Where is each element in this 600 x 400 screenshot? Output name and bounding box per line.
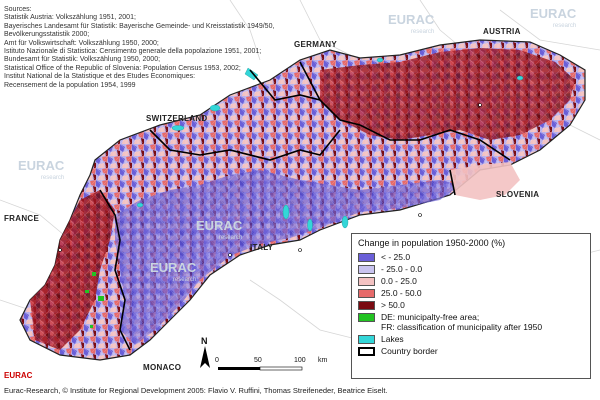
legend-label: Country border — [381, 346, 438, 356]
credit-line: Eurac-Research, © Institute for Regional… — [4, 386, 388, 395]
source-line: Amt für Volkswirtschaft: Volkszählung 19… — [4, 39, 159, 47]
slovenia-area — [450, 162, 520, 200]
legend-swatch — [358, 277, 375, 286]
north-label: N — [201, 336, 208, 346]
legend-swatch — [358, 335, 375, 344]
watermark-sub: research — [40, 175, 65, 181]
legend-swatch — [358, 289, 375, 298]
scale-tick: 100 — [294, 357, 306, 364]
watermark-text: EURAC — [150, 260, 197, 275]
legend: Change in population 1950-2000 (%) < - 2… — [351, 233, 591, 379]
legend-item: > 50.0 — [358, 300, 584, 312]
watermark-sub: research — [218, 235, 243, 241]
decline-zone-italy — [115, 170, 460, 345]
watermark: EURAC research — [150, 260, 197, 286]
watermark-sub: research — [552, 23, 577, 29]
legend-item-special: DE: municipalty-free area; FR: classific… — [358, 312, 584, 334]
legend-swatch — [358, 313, 375, 322]
scale-tick: 0 — [215, 357, 219, 364]
legend-label: Lakes — [381, 334, 404, 344]
legend-swatch — [358, 301, 375, 310]
watermark-sub: research — [410, 29, 435, 35]
legend-swatch — [358, 347, 375, 356]
municipality-free-patches — [85, 272, 104, 328]
legend-label: > 50.0 — [381, 300, 405, 310]
watermark: EURAC research — [196, 218, 243, 244]
watermark: EURAC research — [530, 6, 577, 32]
source-line: Statistical Office of the Republic of Sl… — [4, 64, 241, 72]
source-line: Institut National de la Statistique et d… — [4, 73, 196, 81]
label-germany: GERMANY — [294, 40, 337, 49]
label-france: FRANCE — [4, 214, 40, 223]
source-line: Bevölkerungsstatistik 2000; — [4, 31, 90, 39]
lakes — [136, 57, 524, 232]
legend-item-lakes: Lakes — [358, 334, 584, 346]
watermark-text: EURAC — [196, 218, 243, 233]
eurac-logo: EURAC — [4, 371, 33, 380]
growth-zone-north — [320, 48, 575, 140]
label-austria: AUSTRIA — [483, 27, 521, 36]
scale-unit: km — [318, 357, 328, 364]
source-line: Statistik Austria: Volkszählung 1951, 20… — [4, 14, 136, 22]
source-line: Bayerisches Landesamt für Statistik: Bay… — [4, 22, 275, 30]
watermark-text: EURAC — [18, 158, 65, 173]
cities — [58, 103, 482, 257]
growth-zone-west — [30, 190, 115, 350]
watermark: EURAC research — [18, 158, 65, 184]
watermark-text: EURAC — [388, 12, 435, 27]
legend-label: 25.0 - 50.0 — [381, 288, 422, 298]
source-line: Recensement de la population 1954, 1999 — [4, 81, 136, 89]
legend-item: 25.0 - 50.0 — [358, 288, 584, 300]
scale-tick: 50 — [254, 357, 262, 364]
sources-heading: Sources: — [4, 6, 32, 13]
legend-item: 0.0 - 25.0 — [358, 276, 584, 288]
source-line: Bundesamt für Statistik: Volkszählung 19… — [4, 56, 161, 64]
legend-item: < - 25.0 — [358, 252, 584, 264]
watermark-text: EURAC — [530, 6, 577, 21]
north-arrow — [200, 346, 210, 368]
legend-swatch — [358, 265, 375, 274]
legend-item: - 25.0 - 0.0 — [358, 264, 584, 276]
scale-bar — [218, 366, 303, 371]
legend-label: DE: municipalty-free area; — [381, 312, 480, 322]
label-switzerland: SWITZERLAND — [146, 114, 208, 123]
legend-label: - 25.0 - 0.0 — [381, 264, 423, 274]
label-slovenia: SLOVENIA — [496, 190, 540, 199]
watermark: EURAC research — [388, 12, 435, 38]
legend-title: Change in population 1950-2000 (%) — [358, 238, 506, 248]
legend-swatch — [358, 253, 375, 262]
label-monaco: MONACO — [143, 363, 182, 372]
legend-item-border: Country border — [358, 346, 584, 358]
legend-label: < - 25.0 — [381, 252, 411, 262]
label-italy: ITALY — [250, 243, 274, 252]
watermark-sub: research — [172, 277, 197, 283]
sources-block: Sources: Statistik Austria: Volkszählung… — [4, 6, 294, 90]
legend-label: FR: classification of municipality after… — [381, 322, 543, 332]
source-line: Istituto Nazionale di Statistica: Censim… — [4, 48, 262, 56]
legend-label: 0.0 - 25.0 — [381, 276, 417, 286]
country-borders — [99, 61, 511, 351]
